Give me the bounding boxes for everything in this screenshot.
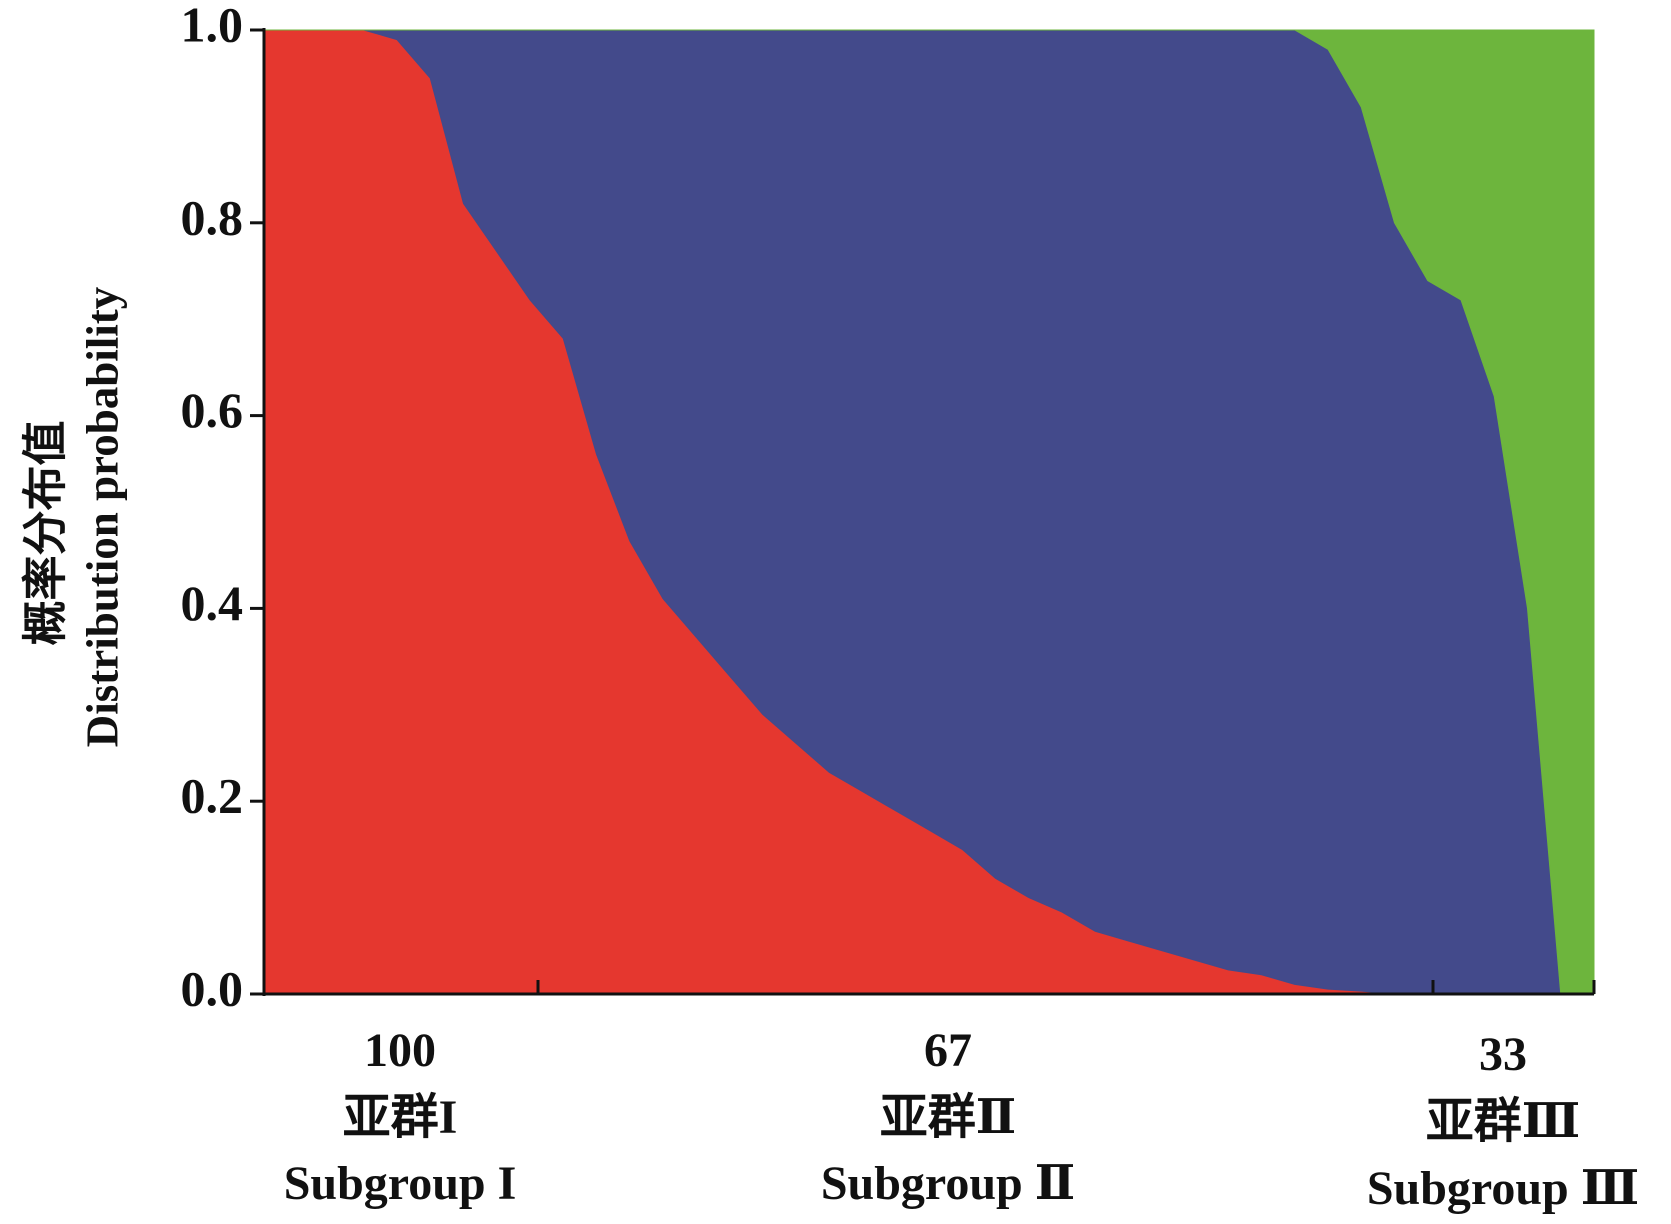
y-tick-label: 0.2 [181,768,244,824]
y-axis-label: Distribution probability [77,286,127,747]
group-name: 亚群Ⅱ [880,1091,1016,1144]
y-tick-label: 0.8 [181,189,244,245]
group-size: 100 [364,1024,436,1077]
y-tick-label: 1.0 [181,0,244,52]
y-tick-label: 0.6 [181,382,244,438]
group-name-en: Subgroup Ⅲ [1367,1162,1639,1215]
group-name: 亚群I [343,1091,458,1144]
y-tick-label: 0.0 [181,960,244,1016]
group-name: 亚群Ⅲ [1426,1095,1580,1148]
group-size: 33 [1479,1028,1527,1081]
area [264,29,1595,995]
y-tick-label: 0.4 [181,575,244,631]
group-size: 67 [924,1024,972,1077]
group-name-en: Subgroup Ⅱ [821,1157,1075,1210]
y-axis-label: 概率分布值 [20,420,70,645]
plot-area [263,29,1595,995]
group-name-en: Subgroup I [284,1157,517,1210]
